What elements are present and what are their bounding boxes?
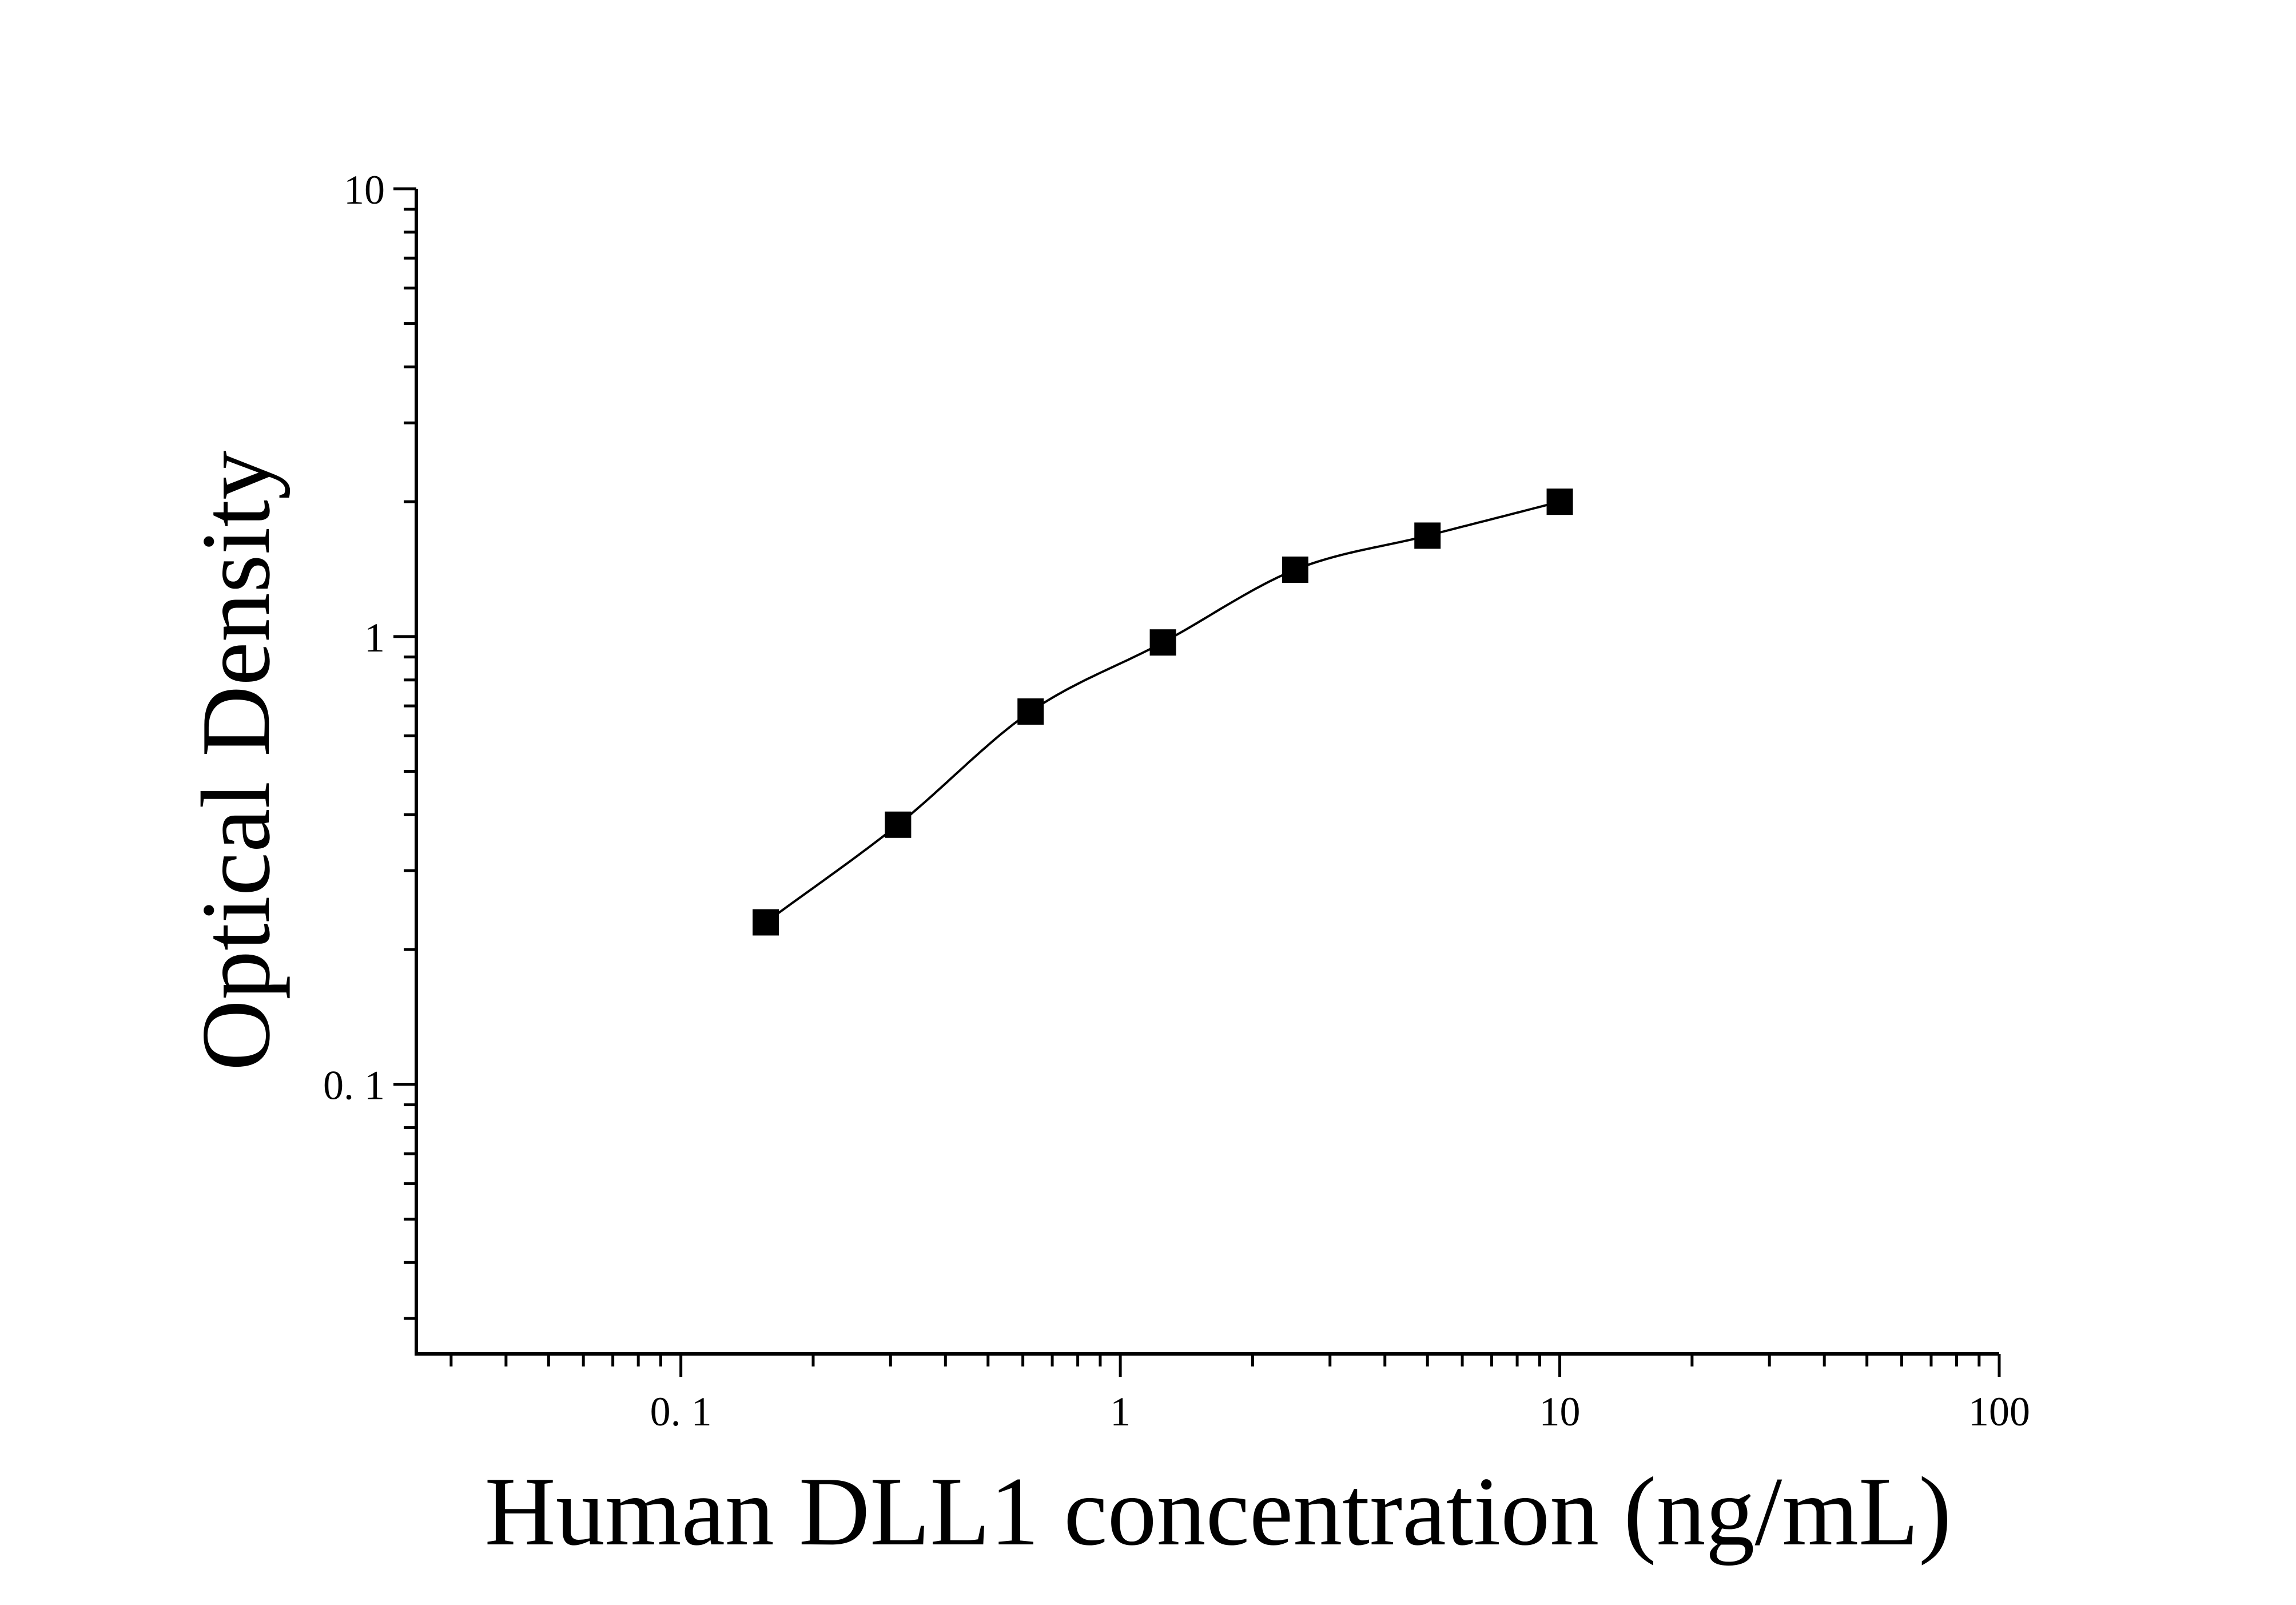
data-point <box>885 811 912 838</box>
data-point <box>1017 698 1044 725</box>
y-tick-label: 0. 1 <box>323 1063 385 1109</box>
tick-labels: 0. 1 1 10 100 0. 1 1 10 <box>323 167 2030 1435</box>
data-point <box>1282 557 1308 583</box>
y-tick-label: 10 <box>344 167 385 213</box>
data-markers <box>753 488 1573 936</box>
data-point <box>1546 488 1573 515</box>
x-tick-label: 100 <box>1968 1389 2030 1435</box>
fit-curve <box>765 500 1561 924</box>
x-axis-title: Human DLL1 concentration (ng/mL) <box>485 1457 1952 1566</box>
data-point <box>1414 522 1441 549</box>
x-tick-label: 1 <box>1110 1389 1131 1435</box>
data-point <box>1149 629 1176 656</box>
y-axis-title: Optical Density <box>182 451 291 1071</box>
x-tick-label: 10 <box>1539 1389 1581 1435</box>
y-tick-label: 1 <box>364 615 385 661</box>
data-point <box>753 909 779 936</box>
axes <box>393 187 2001 1377</box>
x-tick-label: 0. 1 <box>650 1389 712 1435</box>
